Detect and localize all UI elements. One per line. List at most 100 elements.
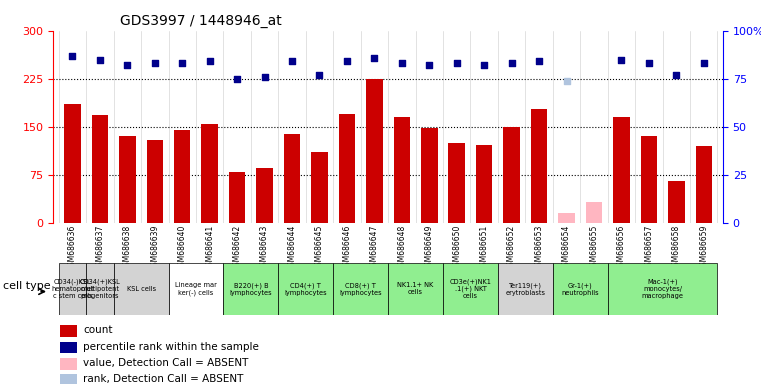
- Bar: [202, 124, 218, 223]
- Bar: [531, 109, 547, 223]
- FancyBboxPatch shape: [59, 263, 86, 315]
- Text: CD3e(+)NK1
.1(+) NKT
cells: CD3e(+)NK1 .1(+) NKT cells: [450, 278, 492, 300]
- Bar: [421, 128, 438, 223]
- Text: GSM686650: GSM686650: [452, 225, 461, 271]
- Text: GSM686643: GSM686643: [260, 225, 269, 271]
- Text: KSL cells: KSL cells: [126, 286, 156, 292]
- Point: [368, 55, 380, 61]
- FancyBboxPatch shape: [333, 263, 388, 315]
- Text: count: count: [84, 326, 113, 336]
- FancyBboxPatch shape: [443, 263, 498, 315]
- Bar: [64, 104, 81, 223]
- Bar: [174, 130, 190, 223]
- Point: [259, 74, 271, 80]
- Point: [616, 56, 628, 63]
- Text: value, Detection Call = ABSENT: value, Detection Call = ABSENT: [84, 358, 249, 368]
- Text: GSM686639: GSM686639: [151, 225, 159, 271]
- FancyBboxPatch shape: [86, 263, 113, 315]
- Text: Mac-1(+)
monocytes/
macrophage: Mac-1(+) monocytes/ macrophage: [642, 279, 683, 299]
- Text: GSM686645: GSM686645: [315, 225, 324, 271]
- Text: percentile rank within the sample: percentile rank within the sample: [84, 342, 260, 352]
- Bar: [60, 325, 77, 337]
- Bar: [119, 136, 135, 223]
- Point: [643, 60, 655, 66]
- Text: Gr-1(+)
neutrophils: Gr-1(+) neutrophils: [562, 282, 599, 296]
- Point: [451, 60, 463, 66]
- Text: GSM686649: GSM686649: [425, 225, 434, 271]
- Text: GSM686640: GSM686640: [178, 225, 186, 271]
- Bar: [60, 358, 77, 370]
- Bar: [586, 202, 602, 223]
- Bar: [503, 127, 520, 223]
- Text: GSM686648: GSM686648: [397, 225, 406, 271]
- Text: NK1.1+ NK
cells: NK1.1+ NK cells: [397, 283, 434, 295]
- Text: GSM686636: GSM686636: [68, 225, 77, 271]
- Text: GSM686653: GSM686653: [534, 225, 543, 271]
- Text: CD8(+) T
lymphocytes: CD8(+) T lymphocytes: [339, 282, 382, 296]
- Text: GSM686637: GSM686637: [95, 225, 104, 271]
- Text: GSM686658: GSM686658: [672, 225, 681, 271]
- Text: cell type: cell type: [3, 281, 50, 291]
- Text: GSM686657: GSM686657: [645, 225, 654, 271]
- Point: [670, 72, 683, 78]
- Bar: [311, 152, 328, 223]
- Text: GSM686641: GSM686641: [205, 225, 214, 271]
- FancyBboxPatch shape: [552, 263, 608, 315]
- Text: CD34(+)KSL
multipotent
progenitors: CD34(+)KSL multipotent progenitors: [80, 279, 120, 299]
- Bar: [366, 79, 383, 223]
- Text: GDS3997 / 1448946_at: GDS3997 / 1448946_at: [120, 14, 282, 28]
- Text: B220(+) B
lymphocytes: B220(+) B lymphocytes: [230, 282, 272, 296]
- Text: GSM686642: GSM686642: [233, 225, 242, 271]
- Point: [204, 58, 216, 65]
- Point: [478, 62, 490, 68]
- Point: [286, 58, 298, 65]
- Point: [698, 60, 710, 66]
- Bar: [91, 115, 108, 223]
- Point: [148, 60, 161, 66]
- Point: [314, 72, 326, 78]
- Bar: [147, 139, 163, 223]
- FancyBboxPatch shape: [388, 263, 443, 315]
- Text: GSM686655: GSM686655: [590, 225, 598, 271]
- Point: [231, 76, 244, 82]
- Bar: [476, 145, 492, 223]
- Text: rank, Detection Call = ABSENT: rank, Detection Call = ABSENT: [84, 374, 244, 384]
- Text: GSM686646: GSM686646: [342, 225, 352, 271]
- Point: [423, 62, 435, 68]
- Text: GSM686651: GSM686651: [479, 225, 489, 271]
- FancyBboxPatch shape: [224, 263, 279, 315]
- FancyBboxPatch shape: [168, 263, 224, 315]
- Bar: [229, 172, 245, 223]
- Text: GSM686656: GSM686656: [617, 225, 626, 271]
- Point: [341, 58, 353, 65]
- Point: [121, 62, 133, 68]
- Bar: [256, 168, 273, 223]
- Text: CD34(-)KSL
hematopoiet
c stem cells: CD34(-)KSL hematopoiet c stem cells: [51, 279, 94, 299]
- Point: [66, 53, 78, 59]
- Point: [533, 58, 545, 65]
- Bar: [559, 213, 575, 223]
- Bar: [284, 134, 301, 223]
- FancyBboxPatch shape: [113, 263, 168, 315]
- Point: [396, 60, 408, 66]
- Point: [177, 60, 189, 66]
- Text: Lineage mar
ker(-) cells: Lineage mar ker(-) cells: [175, 282, 217, 296]
- Bar: [339, 114, 355, 223]
- Text: CD4(+) T
lymphocytes: CD4(+) T lymphocytes: [285, 282, 327, 296]
- Text: GSM686647: GSM686647: [370, 225, 379, 271]
- Point: [94, 56, 106, 63]
- Text: GSM686654: GSM686654: [562, 225, 571, 271]
- Bar: [393, 117, 410, 223]
- Bar: [668, 181, 685, 223]
- FancyBboxPatch shape: [608, 263, 718, 315]
- Bar: [448, 143, 465, 223]
- Bar: [613, 117, 629, 223]
- Text: GSM686644: GSM686644: [288, 225, 297, 271]
- Bar: [60, 374, 77, 384]
- FancyBboxPatch shape: [279, 263, 333, 315]
- Bar: [696, 146, 712, 223]
- Point: [560, 78, 572, 84]
- Text: Ter119(+)
erytroblasts: Ter119(+) erytroblasts: [505, 282, 546, 296]
- Bar: [60, 342, 77, 353]
- Text: GSM686638: GSM686638: [123, 225, 132, 271]
